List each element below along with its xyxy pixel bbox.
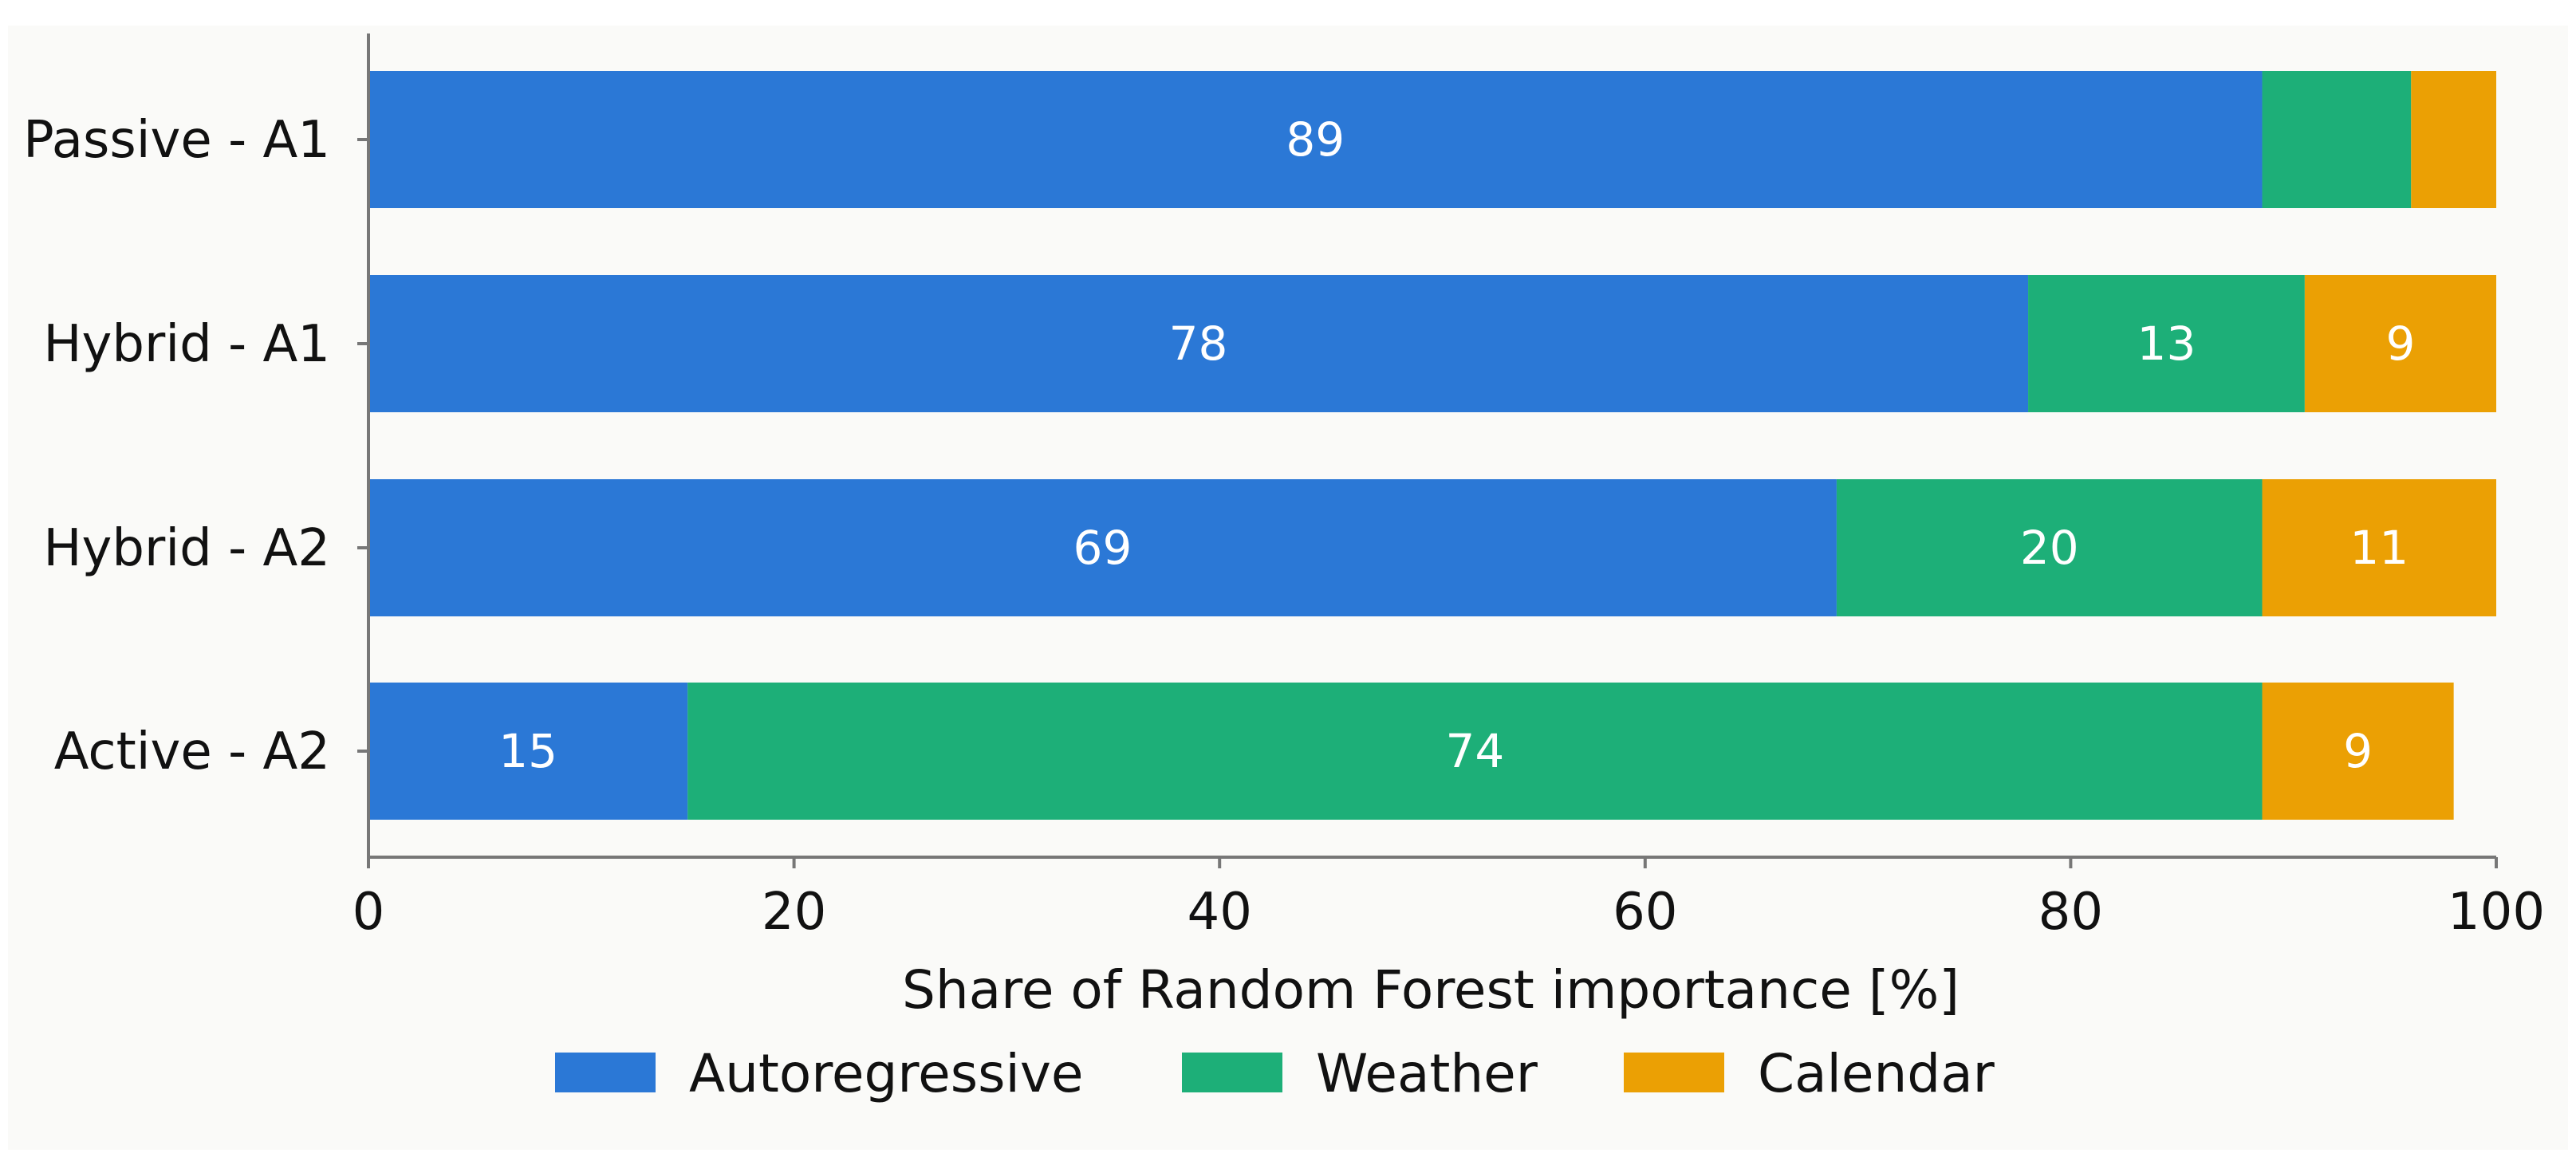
- x-axis-title: Share of Random Forest importance [%]: [902, 959, 1960, 1021]
- x-tick-label: 0: [353, 883, 385, 942]
- bar-segment-autoregressive-2: [368, 275, 2029, 412]
- bar-label-calendar-4: 9: [2343, 724, 2373, 778]
- legend-label-weather: Weather: [1316, 1043, 1538, 1104]
- x-tick-labels-group: 0 20 40 60 80 100: [353, 883, 2545, 942]
- segment-labels-group: 89 78 13 9 69 20 11 15 74 9: [498, 112, 2415, 778]
- bar-label-weather-4: 74: [1445, 724, 1504, 778]
- bar-label-autoregressive-3: 69: [1073, 521, 1132, 575]
- y-tick-label: Hybrid - A2: [43, 519, 330, 578]
- bar-segment-autoregressive-4: [368, 683, 688, 820]
- bar-label-calendar-3: 11: [2350, 521, 2409, 575]
- x-tick-label: 100: [2448, 883, 2545, 942]
- bar-label-autoregressive-1: 89: [1286, 112, 1345, 167]
- bar-segment-weather-3: [1836, 479, 2263, 616]
- legend-swatch-weather: [1182, 1053, 1282, 1092]
- bar-label-weather-2: 13: [2137, 317, 2196, 371]
- bar-segment-calendar-4: [2262, 683, 2454, 820]
- y-tick-label: Hybrid - A1: [43, 315, 330, 374]
- x-tick-label: 40: [1187, 883, 1251, 942]
- y-tick-label: Passive - A1: [23, 111, 330, 170]
- y-tick-label: Active - A2: [54, 722, 330, 781]
- bar-segment-calendar-3: [2262, 479, 2496, 616]
- bar-segment-autoregressive-1: [368, 71, 2263, 208]
- bar-segment-weather-2: [2028, 275, 2305, 412]
- legend-label-autoregressive: Autoregressive: [689, 1043, 1083, 1104]
- bar-label-autoregressive-2: 78: [1169, 317, 1228, 371]
- x-tick-label: 80: [2038, 883, 2103, 942]
- bar-label-weather-3: 20: [2020, 521, 2079, 575]
- axes-group: [357, 33, 2498, 868]
- bar-label-autoregressive-4: 15: [498, 724, 557, 778]
- bar-segment-calendar-1: [2411, 71, 2496, 208]
- legend: Autoregressive Weather Calendar: [555, 1043, 1995, 1104]
- bar-segment-weather-1: [2262, 71, 2412, 208]
- bars-group: [368, 71, 2496, 820]
- bar-segment-weather-4: [687, 683, 2263, 820]
- x-tick-label: 20: [762, 883, 826, 942]
- y-tick-labels-group: Passive - A1 Hybrid - A1 Hybrid - A2 Active…: [23, 111, 330, 781]
- bar-label-calendar-2: 9: [2385, 317, 2415, 371]
- x-tick-label: 60: [1613, 883, 1677, 942]
- legend-label-calendar: Calendar: [1758, 1043, 1995, 1104]
- legend-swatch-calendar: [1624, 1053, 1724, 1092]
- bar-segment-autoregressive-3: [368, 479, 1837, 616]
- legend-swatch-autoregressive: [555, 1053, 656, 1092]
- bar-segment-calendar-2: [2304, 275, 2496, 412]
